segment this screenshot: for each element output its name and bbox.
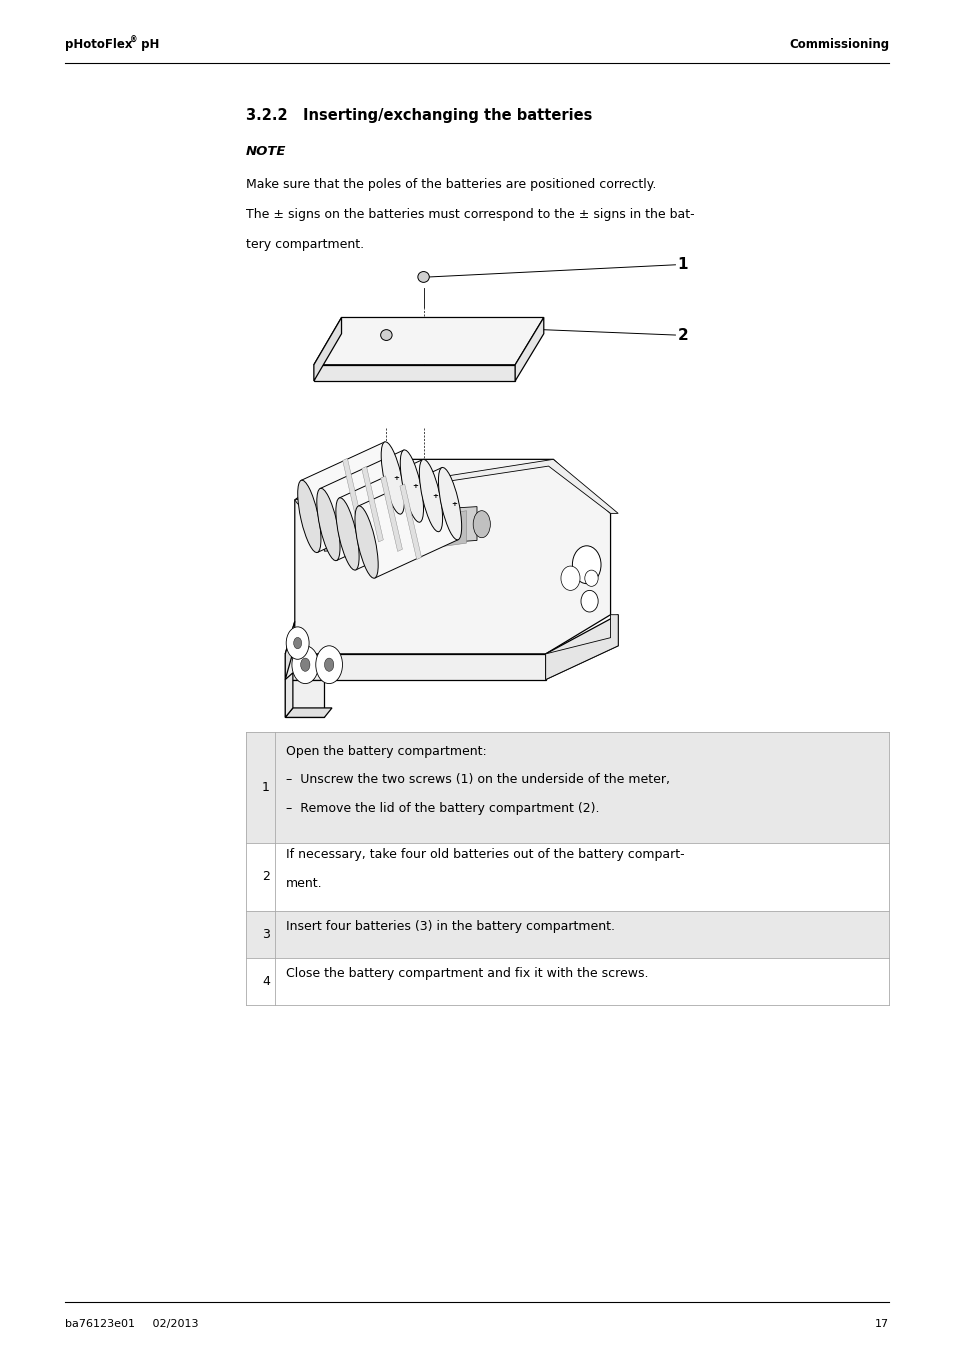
Circle shape [292,646,318,684]
Text: 3.2.2   Inserting/exchanging the batteries: 3.2.2 Inserting/exchanging the batteries [246,108,592,123]
Polygon shape [401,511,430,547]
Polygon shape [342,458,364,534]
Text: If necessary, take four old batteries out of the battery compart-: If necessary, take four old batteries ou… [286,848,684,862]
Ellipse shape [417,272,429,282]
Text: 1: 1 [262,781,270,794]
Text: Close the battery compartment and fix it with the screws.: Close the battery compartment and fix it… [286,967,648,981]
Ellipse shape [380,330,392,340]
Ellipse shape [381,442,404,515]
Text: Insert four batteries (3) in the battery compartment.: Insert four batteries (3) in the battery… [286,920,615,934]
Text: Commissioning: Commissioning [788,38,888,51]
Text: 2: 2 [677,327,687,343]
Ellipse shape [473,511,490,538]
Text: 3: 3 [262,928,270,940]
Text: ba76123e01     02/2013: ba76123e01 02/2013 [65,1319,198,1328]
Text: The ± signs on the batteries must correspond to the ± signs in the bat-: The ± signs on the batteries must corres… [246,208,694,222]
Circle shape [315,646,342,684]
Polygon shape [545,615,618,680]
Polygon shape [285,654,545,680]
Text: 17: 17 [874,1319,888,1328]
Text: +: + [394,476,399,481]
Text: +: + [413,484,418,489]
Bar [246,911,888,958]
Text: 4: 4 [262,975,270,988]
Text: Make sure that the poles of the batteries are positioned correctly.: Make sure that the poles of the batterie… [246,178,656,192]
Polygon shape [320,450,419,561]
Polygon shape [365,511,394,547]
Ellipse shape [400,450,423,523]
Polygon shape [380,476,402,551]
Bar [246,958,888,1005]
Text: –  Remove the lid of the battery compartment (2).: – Remove the lid of the battery compartm… [286,801,599,815]
Text: pHotoFlex: pHotoFlex [65,38,132,51]
Text: +: + [432,493,437,499]
Ellipse shape [315,526,329,539]
Polygon shape [329,511,357,547]
Polygon shape [301,442,400,553]
Ellipse shape [438,467,461,540]
Polygon shape [324,507,476,551]
Polygon shape [314,317,341,381]
Polygon shape [285,673,293,717]
Ellipse shape [560,566,579,590]
Ellipse shape [355,505,377,578]
Circle shape [294,638,301,648]
Polygon shape [285,621,294,680]
Text: +: + [451,501,456,507]
Ellipse shape [335,497,358,570]
Polygon shape [361,466,383,542]
Text: pH: pH [137,38,159,51]
Ellipse shape [584,570,598,586]
Polygon shape [515,317,543,381]
Polygon shape [285,708,332,717]
Circle shape [300,658,310,671]
Text: –  Unscrew the two screws (1) on the underside of the meter,: – Unscrew the two screws (1) on the unde… [286,773,670,786]
Text: ®: ® [130,35,137,45]
Polygon shape [314,317,543,365]
Text: ment.: ment. [286,877,322,890]
Ellipse shape [419,459,442,532]
Ellipse shape [297,480,320,553]
Text: 1: 1 [677,257,687,273]
Polygon shape [545,615,618,680]
Text: NOTE: NOTE [246,145,286,158]
Bar [246,732,888,843]
Polygon shape [294,459,618,513]
Polygon shape [437,511,466,547]
Polygon shape [314,365,515,381]
Polygon shape [358,467,457,578]
Circle shape [286,627,309,659]
Polygon shape [285,680,324,717]
Bar [246,843,888,911]
Ellipse shape [316,488,339,561]
Polygon shape [285,459,610,654]
Ellipse shape [572,546,600,584]
Ellipse shape [580,590,598,612]
Polygon shape [339,459,438,570]
Circle shape [324,658,334,671]
Text: 2: 2 [262,870,270,884]
Polygon shape [399,484,421,559]
Text: tery compartment.: tery compartment. [246,238,364,251]
Text: Open the battery compartment:: Open the battery compartment: [286,746,486,758]
